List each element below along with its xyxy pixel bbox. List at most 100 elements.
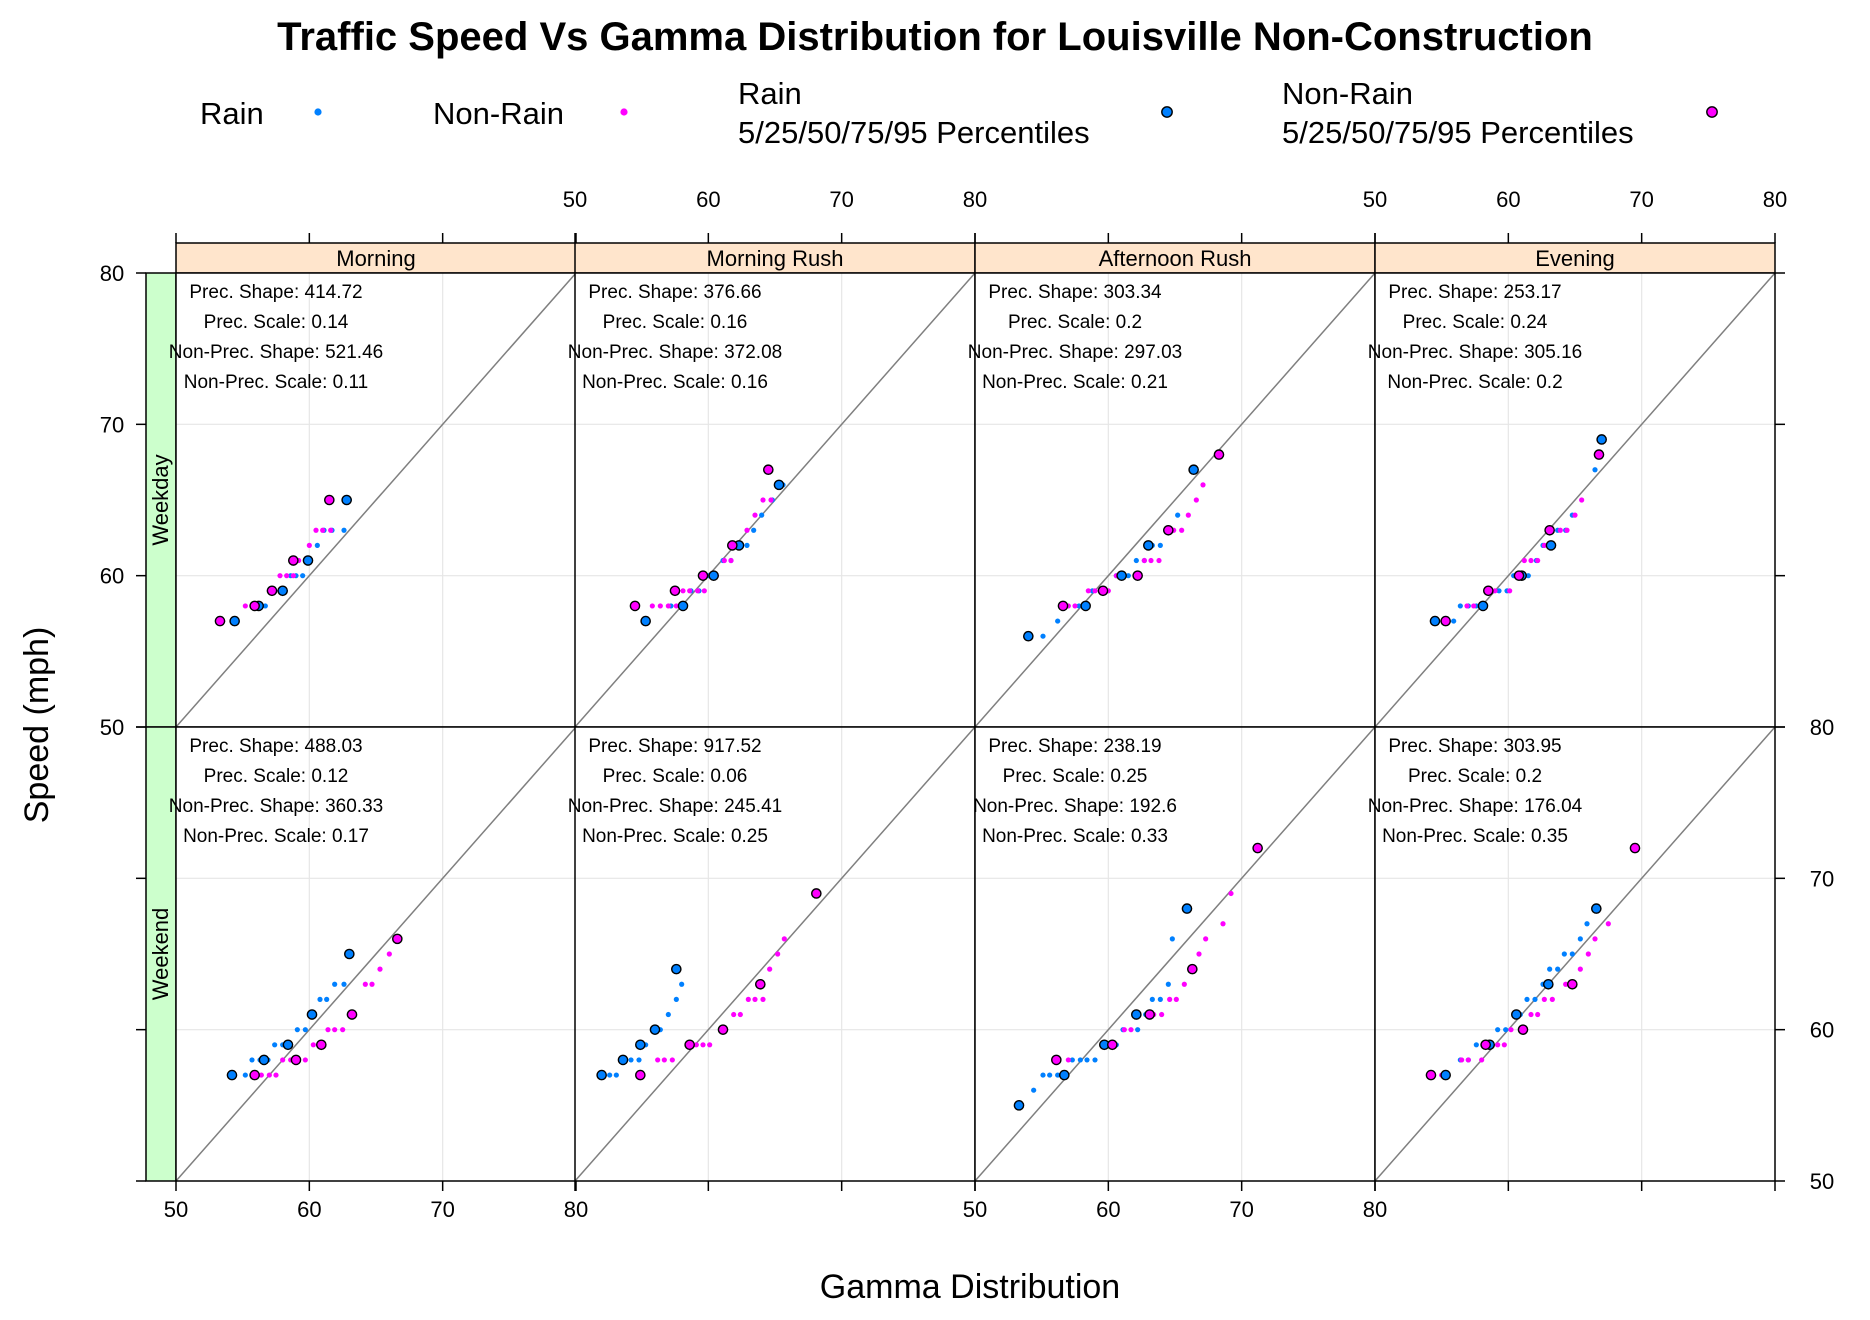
nonrain-percentile-point: [346, 1009, 358, 1020]
nonrain-percentile-point: [214, 615, 226, 627]
rain-point: [1040, 1072, 1046, 1078]
nonrain-point: [731, 1011, 737, 1018]
legend-label: Rain: [738, 76, 802, 111]
nonrain-point: [1521, 557, 1527, 564]
panel: Prec. Shape: 303.34 Prec. Scale: 0.2 Non-P…: [968, 272, 1376, 728]
nonrain-point: [1495, 1042, 1501, 1048]
rain-point: [673, 996, 679, 1003]
nonrain-point: [1557, 527, 1563, 533]
nonrain-percentile-point: [1107, 1039, 1118, 1051]
legend-label: 5/25/50/75/95 Percentiles: [738, 115, 1090, 150]
nonrain-percentile-point: [1483, 585, 1494, 597]
row-strip-label: Weekday: [148, 454, 173, 545]
x-tick-label-top: 80: [963, 187, 987, 212]
rain-point: [1076, 603, 1082, 609]
nonrain-point: [1193, 497, 1199, 503]
nonrain-point: [302, 1057, 308, 1063]
nonrain-point: [669, 1057, 675, 1063]
rain-point: [1592, 467, 1598, 473]
legend-marker-percentile: [1706, 106, 1718, 118]
rain-point: [607, 1072, 613, 1078]
nonrain-point: [258, 1072, 264, 1078]
rain-point: [300, 573, 306, 579]
nonrain-point: [760, 497, 766, 503]
rain-point: [1047, 1072, 1053, 1078]
nonrain-point: [1605, 921, 1611, 927]
panel-annotation: Non-Prec. Scale: 0.33: [982, 826, 1168, 847]
rain-point: [1165, 981, 1171, 987]
nonrain-percentile-point: [1517, 1024, 1529, 1035]
rain-point: [1133, 557, 1139, 564]
nonrain-percentile-point: [249, 1069, 260, 1081]
nonrain-point: [1528, 1011, 1534, 1018]
nonrain-percentile-point: [1163, 524, 1174, 536]
nonrain-point: [280, 1057, 286, 1063]
panel-annotation: Non-Prec. Shape: 245.41: [568, 796, 782, 817]
nonrain-point: [1549, 996, 1555, 1003]
rain-percentile-point: [1116, 570, 1127, 581]
rain-percentile-point: [282, 1039, 294, 1051]
rain-point: [324, 996, 330, 1003]
nonrain-percentile-point: [1097, 585, 1109, 597]
rain-point: [1584, 921, 1590, 927]
y-axis-title: Speed (mph): [18, 627, 56, 824]
panel-annotation: Prec. Scale: 0.14: [204, 312, 349, 333]
x-tick-label-top: 70: [829, 187, 853, 212]
nonrain-point: [1585, 951, 1591, 957]
rain-point: [613, 1072, 619, 1078]
x-tick-label: 80: [564, 1197, 588, 1222]
nonrain-point: [1535, 1011, 1541, 1018]
panel-annotation: Non-Prec. Shape: 176.04: [1368, 796, 1583, 817]
nonrain-point: [1128, 1027, 1134, 1033]
x-tick-label: 50: [963, 1197, 987, 1222]
panel-annotation: Prec. Shape: 414.72: [189, 282, 362, 303]
rain-point: [1577, 936, 1583, 942]
nonrain-point: [1085, 588, 1091, 594]
rain-point: [1525, 573, 1531, 579]
bottom-axis: 50 60 70 80 50 60 70 80: [164, 1181, 1776, 1222]
reference-diagonal: [574, 272, 976, 728]
nonrain-point: [745, 996, 751, 1003]
legend-marker-small: [314, 108, 322, 116]
reference-diagonal: [1374, 726, 1776, 1182]
reference-diagonal: [574, 726, 976, 1182]
nonrain-point: [369, 981, 375, 987]
nonrain-point: [1196, 951, 1202, 957]
rain-point: [1157, 996, 1163, 1003]
panel-annotation: Non-Prec. Shape: 297.03: [968, 342, 1182, 363]
nonrain-point: [1572, 512, 1578, 518]
nonrain-percentile-point: [1213, 449, 1225, 460]
panel-annotation: Prec. Scale: 0.12: [204, 766, 349, 787]
column-strip: [1374, 242, 1776, 274]
row-strip: [145, 272, 177, 728]
nonrain-percentile-point: [249, 600, 260, 612]
panel: Prec. Shape: 376.66 Prec. Scale: 0.16 Non-…: [568, 272, 976, 728]
nonrain-percentile-point: [324, 494, 335, 506]
nonrain-point: [687, 588, 693, 594]
nonrain-point: [1507, 588, 1513, 594]
panel-annotation: Non-Prec. Scale: 0.35: [1382, 826, 1568, 847]
top-axis: 50 60 70 80 50 60 70 80: [175, 187, 1787, 243]
panel-annotation: Non-Prec. Scale: 0.25: [582, 826, 768, 847]
nonrain-point: [284, 573, 290, 579]
rain-percentile-point: [1059, 1069, 1070, 1081]
legend-label: Non-Rain: [1282, 76, 1413, 111]
nonrain-point: [332, 1027, 338, 1033]
rain-point: [1157, 542, 1163, 549]
x-axis-title: Gamma Distribution: [820, 1268, 1120, 1306]
rain-percentile-point: [649, 1024, 661, 1035]
panel-annotation: Prec. Shape: 488.03: [189, 736, 362, 757]
rain-percentile-point: [1596, 434, 1607, 445]
nonrain-point: [655, 1057, 661, 1063]
panel-annotation: Prec. Scale: 0.24: [1403, 312, 1548, 333]
nonrain-point: [752, 996, 758, 1003]
y-tick-label: 50: [100, 715, 124, 740]
panel: Prec. Shape: 414.72 Prec. Scale: 0.14 Non-…: [169, 272, 577, 728]
nonrain-point: [1464, 603, 1470, 609]
rain-point: [1084, 1057, 1090, 1063]
x-tick-label: 70: [1229, 1197, 1253, 1222]
nonrain-point: [665, 603, 671, 609]
column-strip-label: Evening: [1535, 246, 1615, 271]
nonrain-point: [266, 1072, 272, 1078]
nonrain-point: [760, 996, 766, 1003]
